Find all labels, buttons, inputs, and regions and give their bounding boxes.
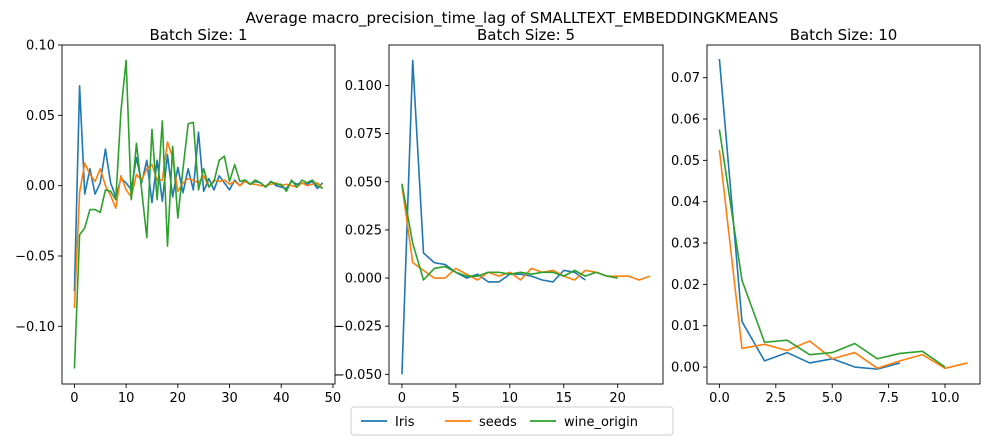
axes-frame	[61, 44, 336, 385]
x-tick-label: 20	[609, 391, 626, 406]
series-line-wine-origin	[718, 129, 946, 368]
series-line-seeds	[73, 141, 324, 309]
y-tick-label: 0.075	[345, 127, 382, 142]
legend: Iris seeds wine_origin	[350, 406, 674, 436]
legend-label: Iris	[395, 415, 415, 430]
y-tick-label: 0.01	[671, 319, 700, 334]
figure-suptitle: Average macro_precision_time_lag of SMAL…	[246, 9, 779, 28]
y-tick-label: 0.02	[671, 278, 700, 293]
subplot-2: Batch Size: 5 0 5 10 15 20 −0.050 −0.025 0.000 0.…	[334, 26, 664, 406]
y-tick-label: 0.100	[345, 79, 382, 94]
y-tick-label: −0.05	[15, 249, 55, 264]
series-line-wine-origin	[73, 59, 323, 369]
y-tick-label: −0.025	[334, 320, 382, 335]
x-tick-label: 10.0	[931, 391, 960, 406]
x-tick-label: 5.0	[822, 391, 843, 406]
legend-label: seeds	[479, 415, 517, 430]
x-tick-label: 0	[70, 391, 78, 406]
legend-item-seeds: seeds	[445, 415, 517, 430]
x-tick-label: 5	[452, 391, 460, 406]
subplot-3: Batch Size: 10 0.0 2.5 5.0 7.5 10.0 0.00 0.01 0.…	[671, 26, 981, 406]
series-line-iris	[718, 58, 901, 370]
y-tick-label: 0.05	[26, 109, 55, 124]
series-line-iris	[401, 59, 586, 375]
subplot-title: Batch Size: 1	[149, 26, 247, 44]
x-tick-label: 7.5	[878, 391, 899, 406]
x-tick-label: 0	[398, 391, 406, 406]
legend-item-wine-origin: wine_origin	[530, 415, 638, 430]
y-tick-label: 0.000	[345, 272, 382, 287]
series-line-wine-origin	[401, 183, 618, 281]
series-line-seeds	[718, 149, 968, 370]
subplot-title: Batch Size: 10	[790, 26, 898, 44]
subplot-1: Batch Size: 1 0 10 20 30 40 50 −0.10 −0.05 0.00 0.…	[15, 26, 341, 406]
x-tick-label: 0.0	[709, 391, 730, 406]
y-tick-label: 0.10	[26, 39, 55, 54]
axes-frame	[706, 44, 981, 385]
y-tick-label: 0.00	[26, 179, 55, 194]
y-tick-label: 0.00	[671, 361, 700, 376]
legend-item-iris: Iris	[361, 415, 415, 430]
x-tick-label: 20	[170, 391, 187, 406]
y-tick-label: 0.04	[671, 195, 700, 210]
y-tick-label: 0.07	[671, 71, 700, 86]
axes-frame	[388, 44, 664, 385]
x-tick-label: 40	[273, 391, 290, 406]
y-tick-label: 0.050	[345, 175, 382, 190]
legend-label: wine_origin	[564, 415, 638, 430]
y-tick-label: −0.050	[334, 368, 382, 383]
x-tick-label: 2.5	[765, 391, 786, 406]
x-tick-label: 10	[118, 391, 135, 406]
y-tick-label: −0.10	[15, 320, 55, 335]
x-tick-label: 50	[325, 391, 342, 406]
y-tick-label: 0.05	[671, 154, 700, 169]
y-tick-label: 0.03	[671, 237, 700, 252]
legend-box	[350, 406, 674, 436]
y-tick-label: 0.06	[671, 113, 700, 128]
y-tick-label: 0.025	[345, 223, 382, 238]
axes-layer: Batch Size: 10 10 20 30 40 50−0.10−0.050.000.…	[15, 26, 981, 406]
x-tick-label: 15	[555, 391, 572, 406]
series-line-seeds	[401, 185, 651, 281]
x-tick-label: 30	[221, 391, 238, 406]
subplot-title: Batch Size: 5	[477, 26, 575, 44]
x-tick-label: 10	[502, 391, 519, 406]
